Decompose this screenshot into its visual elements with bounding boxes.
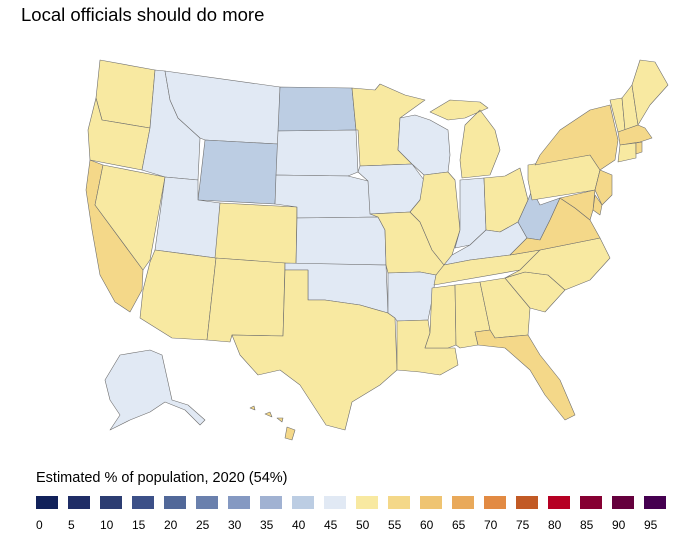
legend-item: 30: [228, 496, 260, 532]
legend-swatch: [516, 496, 538, 509]
state-TX[interactable]: [231, 269, 398, 431]
state-ME[interactable]: [631, 59, 669, 126]
legend-swatch: [324, 496, 346, 509]
legend-item: 95: [644, 496, 676, 532]
legend-label: 20: [164, 518, 178, 532]
legend-label: 75: [516, 518, 530, 532]
state-AZ[interactable]: [139, 249, 217, 341]
legend-label: 65: [452, 518, 466, 532]
legend-item: 55: [388, 496, 420, 532]
legend-item: 20: [164, 496, 196, 532]
legend-swatch: [196, 496, 218, 509]
state-NY[interactable]: [534, 104, 619, 171]
state-CT[interactable]: [617, 142, 637, 163]
state-ND[interactable]: [277, 86, 357, 132]
legend-swatch: [388, 496, 410, 509]
legend-label: 10: [100, 518, 114, 532]
legend-label: 80: [548, 518, 562, 532]
state-NV[interactable]: [94, 164, 166, 271]
legend-label: 50: [356, 518, 370, 532]
legend-item: 25: [196, 496, 228, 532]
legend-swatch: [580, 496, 602, 509]
color-legend: 0 5 10 15 20 25 30 35 40 45 50 55 60 65 70 75 80 85 90 95: [36, 496, 676, 532]
legend-swatch: [612, 496, 634, 509]
legend-label: 25: [196, 518, 210, 532]
legend-swatch: [548, 496, 570, 509]
legend-label: 70: [484, 518, 498, 532]
legend-label: 85: [580, 518, 594, 532]
legend-item: 65: [452, 496, 484, 532]
state-LA[interactable]: [396, 319, 459, 376]
legend-item: 80: [548, 496, 580, 532]
legend-item: 85: [580, 496, 612, 532]
legend-swatch: [228, 496, 250, 509]
legend-swatch: [292, 496, 314, 509]
legend-label: 95: [644, 518, 658, 532]
legend-item: 10: [100, 496, 132, 532]
legend-label: 30: [228, 518, 242, 532]
state-KS[interactable]: [295, 216, 387, 266]
legend-swatch: [164, 496, 186, 509]
legend-label: 0: [36, 518, 43, 532]
legend-swatch: [484, 496, 506, 509]
legend-swatch: [356, 496, 378, 509]
legend-swatch: [644, 496, 666, 509]
state-HI[interactable]: [249, 405, 296, 441]
legend-swatch: [68, 496, 90, 509]
legend-swatch: [132, 496, 154, 509]
state-MD[interactable]: [559, 189, 596, 221]
legend-swatch: [452, 496, 474, 509]
state-NM[interactable]: [206, 257, 286, 343]
legend-label: 90: [612, 518, 626, 532]
legend-label: 35: [260, 518, 274, 532]
state-AR[interactable]: [387, 271, 437, 322]
state-CO[interactable]: [214, 202, 298, 265]
legend-item: 60: [420, 496, 452, 532]
state-MI[interactable]: [429, 99, 501, 179]
legend-swatch: [100, 496, 122, 509]
state-AK[interactable]: [104, 349, 206, 431]
state-RI[interactable]: [635, 141, 643, 155]
legend-item: 35: [260, 496, 292, 532]
legend-swatch: [36, 496, 58, 509]
legend-item: 5: [68, 496, 100, 532]
legend-item: 45: [324, 496, 356, 532]
legend-item: 40: [292, 496, 324, 532]
legend-item: 0: [36, 496, 68, 532]
legend-label: 60: [420, 518, 434, 532]
legend-label: 40: [292, 518, 306, 532]
legend-title: Estimated % of population, 2020 (54%): [36, 470, 288, 486]
us-choropleth-map: [85, 59, 669, 441]
state-WI[interactable]: [397, 114, 451, 176]
legend-item: 50: [356, 496, 388, 532]
legend-swatch: [260, 496, 282, 509]
legend-item: 70: [484, 496, 516, 532]
state-WA[interactable]: [95, 59, 156, 129]
legend-item: 75: [516, 496, 548, 532]
state-WY[interactable]: [197, 139, 279, 205]
legend-label: 5: [68, 518, 75, 532]
legend-label: 15: [132, 518, 146, 532]
legend-item: 15: [132, 496, 164, 532]
state-SD[interactable]: [275, 129, 359, 177]
state-FL[interactable]: [474, 329, 576, 421]
chart-title: Local officials should do more: [21, 4, 265, 25]
legend-item: 90: [612, 496, 644, 532]
legend-swatch: [420, 496, 442, 509]
legend-label: 45: [324, 518, 338, 532]
state-NJ[interactable]: [594, 169, 613, 206]
legend-label: 55: [388, 518, 402, 532]
